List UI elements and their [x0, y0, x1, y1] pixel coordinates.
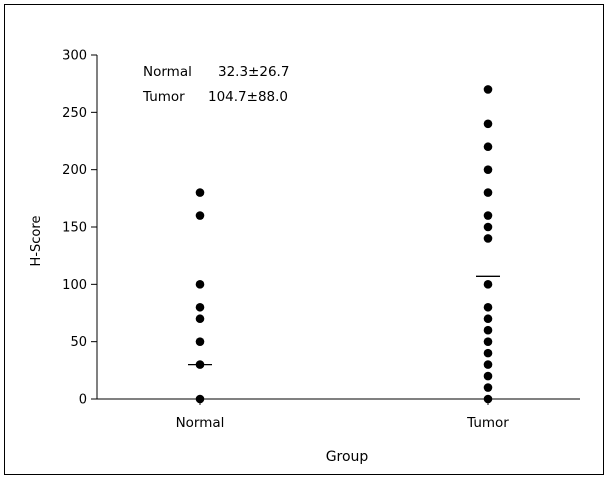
y-tick-label: 150 — [62, 221, 87, 236]
data-point-tumor — [483, 302, 493, 312]
y-tick-label: 50 — [70, 335, 87, 350]
x-axis-ticks: Normal Tumor — [176, 399, 509, 431]
data-point-normal — [195, 394, 205, 404]
data-point-tumor — [483, 85, 493, 94]
data-point-tumor — [483, 394, 493, 404]
data-point-tumor — [483, 165, 493, 174]
y-tick-label: 200 — [62, 163, 87, 178]
data-point-tumor — [483, 325, 493, 335]
data-point-normal — [195, 337, 205, 346]
annotation-tumor-stat: 104.7±88.0 — [208, 89, 288, 105]
mean-lines — [188, 275, 500, 366]
data-point-tumor — [483, 234, 493, 243]
data-point-tumor — [483, 337, 493, 346]
annotation-tumor-name: Tumor — [142, 89, 185, 105]
y-axis-ticks: 0 50 100 150 200 250 300 — [62, 49, 97, 408]
data-point-tumor — [483, 314, 493, 324]
x-tick-label: Normal — [176, 415, 225, 431]
data-point-normal — [195, 280, 205, 289]
x-tick-label: Tumor — [466, 415, 509, 431]
data-point-tumor — [483, 188, 493, 197]
y-tick-label: 0 — [79, 393, 87, 408]
x-axis-label: Group — [326, 449, 369, 465]
annotation-normal-stat: 32.3±26.7 — [218, 64, 289, 80]
chart-frame — [4, 4, 604, 475]
data-point-normal — [195, 188, 205, 197]
y-tick-label: 250 — [62, 106, 87, 121]
y-tick-label: 100 — [62, 278, 87, 293]
data-point-tumor — [483, 280, 493, 289]
data-point-normal — [195, 314, 205, 324]
y-tick-label: 300 — [62, 49, 87, 64]
data-point-tumor — [483, 142, 493, 152]
data-point-tumor — [483, 119, 493, 129]
data-point-tumor — [483, 348, 493, 358]
data-point-normal — [195, 302, 205, 312]
data-point-tumor — [483, 360, 493, 369]
data-point-tumor — [483, 222, 493, 232]
axes — [96, 55, 580, 400]
y-axis-label: H-Score — [29, 216, 44, 267]
annotation-normal-name: Normal — [143, 64, 192, 80]
data-points — [195, 85, 493, 404]
data-point-normal — [195, 211, 205, 220]
data-point-tumor — [483, 371, 493, 381]
data-point-tumor — [483, 211, 493, 220]
data-point-tumor — [483, 383, 493, 392]
